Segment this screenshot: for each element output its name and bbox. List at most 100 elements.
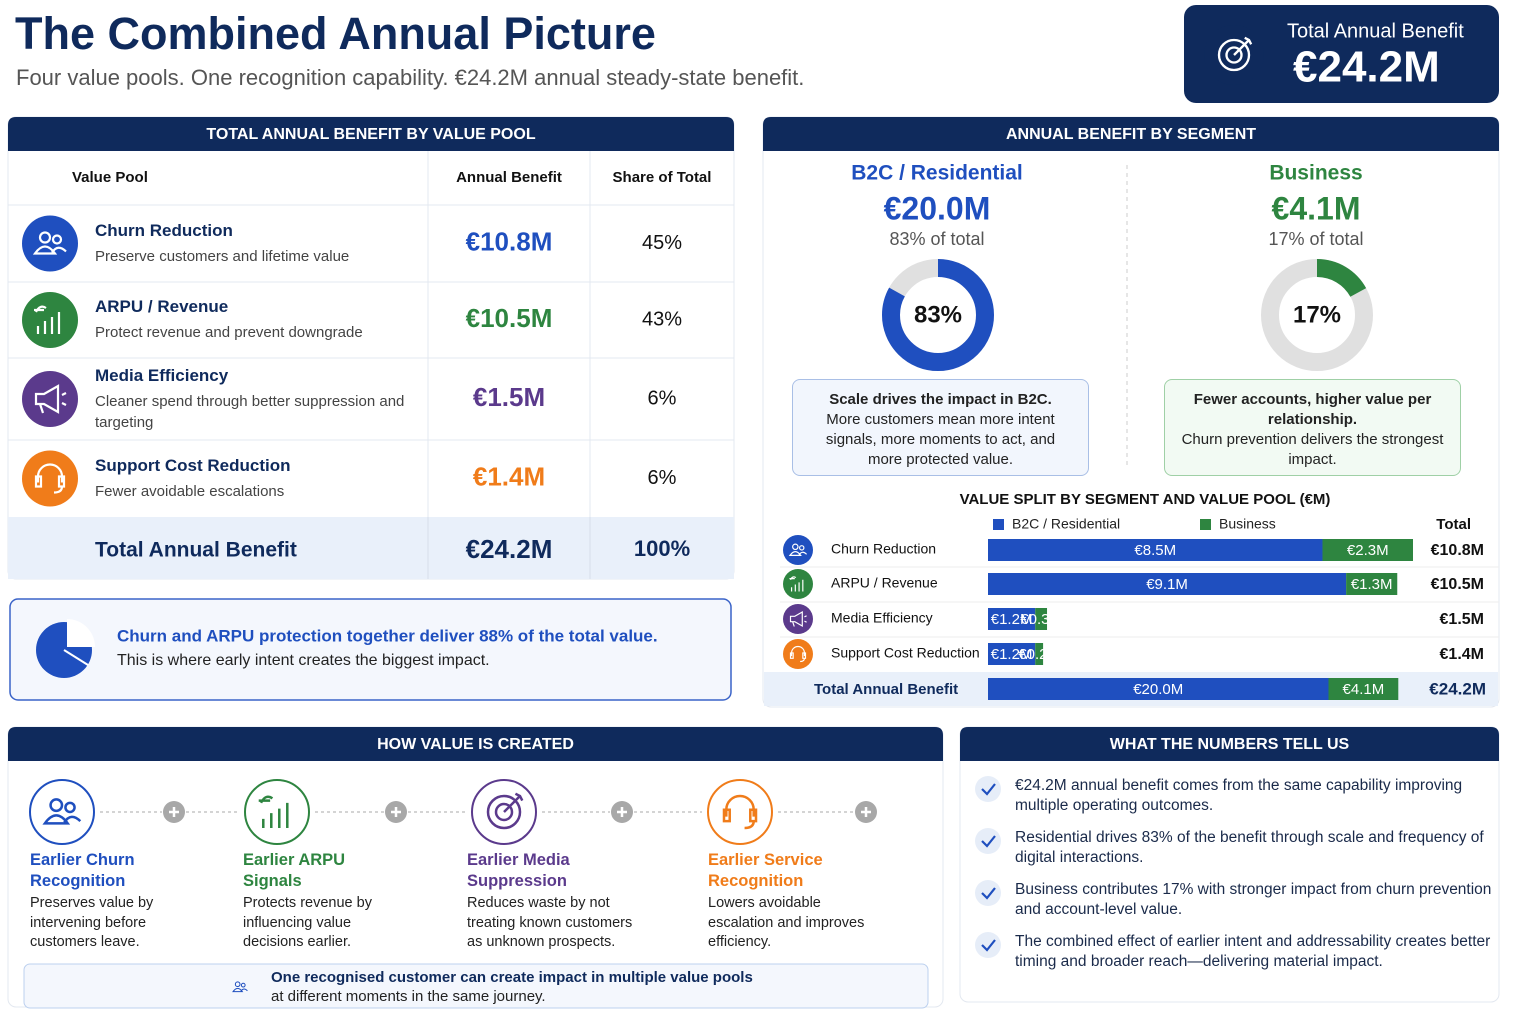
icon-part — [34, 384, 67, 414]
icon-part — [789, 645, 807, 663]
legend-label: Business — [1219, 516, 1276, 532]
row-total: €10.5M — [1431, 576, 1484, 593]
pool-description: Protect revenue and prevent downgrade — [95, 324, 363, 341]
icon — [789, 645, 807, 663]
icon-circle — [783, 569, 813, 599]
icon — [42, 798, 82, 825]
insight-text: The combined effect of earlier intent an… — [1015, 933, 1491, 970]
bar — [988, 643, 1036, 665]
panel-title: HOW VALUE IS CREATED — [377, 736, 574, 753]
bar-label: €20.0M — [1133, 681, 1183, 698]
how-note — [23, 963, 929, 1009]
bar — [1328, 678, 1399, 700]
icon-circle — [244, 779, 310, 845]
row-text: ARPU / Revenue Protect revenue and preven… — [95, 282, 415, 358]
category-label: Media Efficiency — [831, 610, 933, 626]
row-text: Churn Reduction Preserve customers and li… — [95, 205, 415, 282]
row-total: €1.5M — [1440, 611, 1484, 628]
segment-value: €4.1M — [1272, 190, 1361, 226]
segment-note: Scale drives the impact in B2C. More cust… — [792, 379, 1089, 476]
legend-label: B2C / Residential — [1012, 516, 1120, 532]
how-note-title: One recognised customer can create impac… — [271, 969, 753, 986]
segment-name: Business — [1269, 162, 1362, 185]
pool-name: Churn Reduction — [95, 220, 233, 240]
row-text: Media Efficiency Cleaner spend through be… — [95, 358, 415, 440]
icon-part — [494, 802, 514, 822]
icon — [34, 305, 61, 334]
row-text: Support Cost Reduction Fewer avoidable es… — [95, 440, 415, 517]
column-header: Share of Total — [613, 169, 712, 186]
pool-description: Fewer avoidable escalations — [95, 482, 285, 500]
pool-share: 45% — [642, 232, 682, 254]
icon-part — [258, 795, 289, 829]
step-title: Earlier Media Suppression — [467, 851, 570, 890]
pool-description: Preserve customers and lifetime value — [95, 247, 350, 265]
column-header: Value Pool — [72, 169, 148, 186]
plus-sign — [617, 807, 627, 817]
legend-swatch — [993, 519, 1004, 530]
callout-title: Churn and ARPU protection together deliv… — [117, 626, 658, 645]
donut-label: 17% — [1293, 301, 1341, 328]
icon-part — [789, 576, 804, 592]
pool-share: 43% — [642, 308, 682, 330]
bar — [988, 608, 1036, 630]
icon-part — [240, 982, 246, 988]
check — [981, 939, 996, 952]
plus-sign — [391, 807, 401, 817]
icon-circle — [227, 974, 253, 1000]
icon-circle — [22, 450, 78, 507]
panel-title: TOTAL ANNUAL BENEFIT BY VALUE POOL — [206, 126, 535, 143]
icon-part — [232, 987, 248, 993]
step-text: Protects revenue by influencing value de… — [243, 895, 372, 950]
segment-share: 17% of total — [1268, 229, 1363, 249]
bar-label: €9.1M — [1146, 576, 1188, 593]
segment-name: B2C / Residential — [851, 162, 1023, 185]
donut-label: 83% — [914, 301, 962, 328]
plus-sign — [169, 807, 179, 817]
panel-title: WHAT THE NUMBERS TELL US — [1110, 736, 1350, 753]
icon-part — [32, 245, 67, 255]
step-title: Earlier Service Recognition — [708, 851, 823, 890]
panel-header — [960, 727, 1499, 761]
check-circle — [975, 776, 1001, 802]
icon-part — [789, 611, 807, 627]
icon-circle — [29, 779, 95, 845]
panel-title: ANNUAL BENEFIT BY SEGMENT — [1006, 126, 1256, 143]
icon-circle — [22, 292, 78, 348]
icon-circle — [783, 639, 813, 669]
bar — [988, 573, 1347, 595]
category-label: ARPU / Revenue — [831, 575, 938, 591]
icon — [34, 463, 66, 494]
icon-part — [49, 798, 64, 813]
icon-circle — [783, 535, 813, 565]
bar-label: €1.2M — [991, 611, 1033, 628]
icon-part — [722, 794, 758, 830]
bar — [1346, 573, 1398, 595]
badge-label: Total Annual Benefit — [1287, 20, 1464, 42]
icon — [34, 384, 67, 414]
bar-label: €4.1M — [1343, 681, 1385, 698]
row-total: €24.2M — [1429, 679, 1486, 698]
icon — [486, 792, 524, 830]
check-circle — [975, 828, 1001, 854]
bar — [1322, 539, 1413, 561]
insight-text: €24.2M annual benefit comes from the sam… — [1015, 777, 1463, 814]
icon-part — [799, 545, 805, 551]
legend-swatch — [1200, 519, 1211, 530]
icon-circle — [22, 371, 78, 427]
total-label: Total Annual Benefit — [95, 539, 297, 562]
step-text: Lowers avoidable escalation and improves… — [708, 895, 865, 950]
pool-share: 6% — [648, 387, 677, 409]
bar — [1035, 643, 1044, 665]
row-total: €1.4M — [1440, 646, 1484, 663]
check-circle — [975, 932, 1001, 958]
bar-label: €0.2M — [1018, 646, 1060, 663]
icon — [789, 611, 807, 627]
icon-part — [234, 981, 241, 988]
total-benefit: €24.2M — [466, 534, 553, 564]
note-text: Churn prevention delivers the strongest … — [1181, 431, 1444, 468]
bar-label: €0.3M — [1020, 611, 1062, 628]
icon — [258, 795, 289, 829]
icon-part — [42, 814, 82, 825]
